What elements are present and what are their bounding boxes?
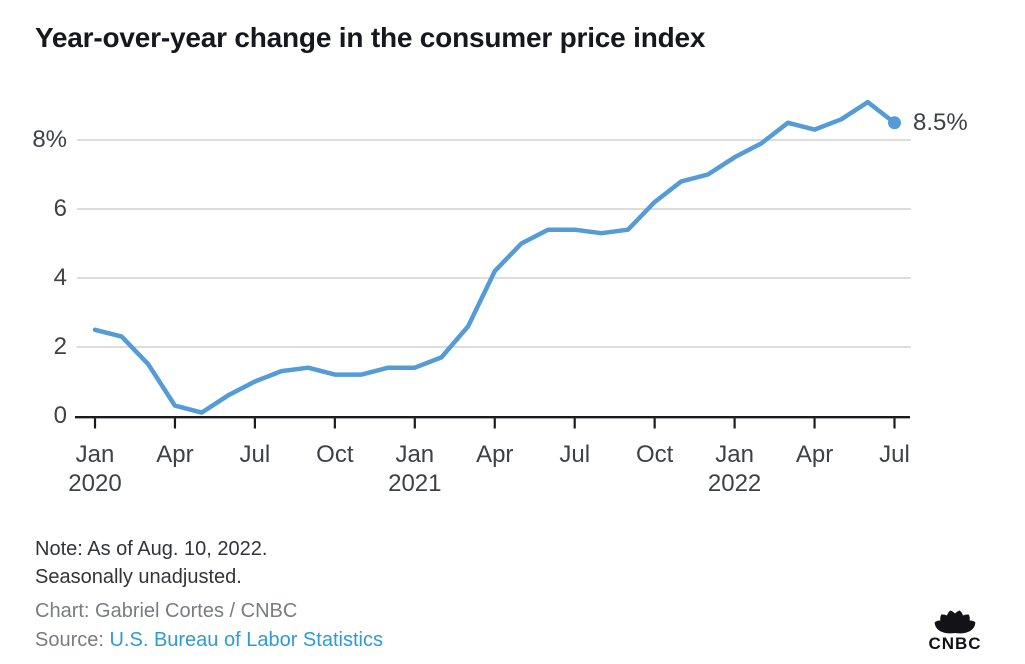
x-axis-tick-label: Jul [879,441,910,468]
axis-labels-layer: 0 2 4 6 8% Jan 2020 Apr Jul Oct Jan 2021 Apr Jul Oct Ja… [32,126,910,497]
y-axis-tick-label: 8% [32,126,67,153]
x-axis-tick-label: Apr [476,441,514,468]
chart-title: Year-over-year change in the consumer pr… [35,22,706,53]
x-axis-tick-label: Jan [75,441,115,468]
x-axis-year-label: 2020 [68,470,122,497]
source-row: Source: U.S. Bureau of Labor Statistics [35,626,383,655]
x-axis-tick-label: Oct [635,441,674,468]
x-axis-tick-label: Jul [239,441,271,468]
y-axis-tick-label: 2 [53,333,67,360]
y-axis-tick-label: 6 [53,195,67,222]
cnbc-logo: CNBC [922,596,988,654]
x-axis-tick-label: Jul [559,441,591,468]
x-axis-tick-label: Apr [156,441,194,468]
cnbc-logo-text: CNBC [928,634,981,653]
x-axis-year-label: 2022 [707,470,762,497]
x-axis-tick-label: Oct [316,441,354,468]
x-axis-year-label: 2021 [388,470,442,497]
y-axis-tick-label: 4 [53,264,67,291]
chart-notes: Note: As of Aug. 10, 2022. Seasonally un… [35,535,267,591]
chart-credit: Chart: Gabriel Cortes / CNBC [35,600,298,622]
latest-value-label: 8.5% [913,109,968,136]
note-line-1: Note: As of Aug. 10, 2022. [35,538,268,560]
x-axis-tick-label: Jan [715,441,754,468]
source-link[interactable]: U.S. Bureau of Labor Statistics [109,628,383,651]
y-axis-tick-label: 0 [53,402,67,429]
cpi-line-series [92,99,897,415]
chart-credits: Chart: Gabriel Cortes / CNBC Source: U.S… [35,597,383,654]
x-axis-tick-label: Jan [395,441,435,468]
peacock-icon: CNBC [928,610,981,653]
note-line-2: Seasonally unadjusted. [35,566,242,588]
x-axis-tick-label: Apr [795,441,834,468]
line-chart [75,99,911,429]
latest-value-dot [888,116,901,130]
source-prefix-label: Source: [35,628,110,651]
